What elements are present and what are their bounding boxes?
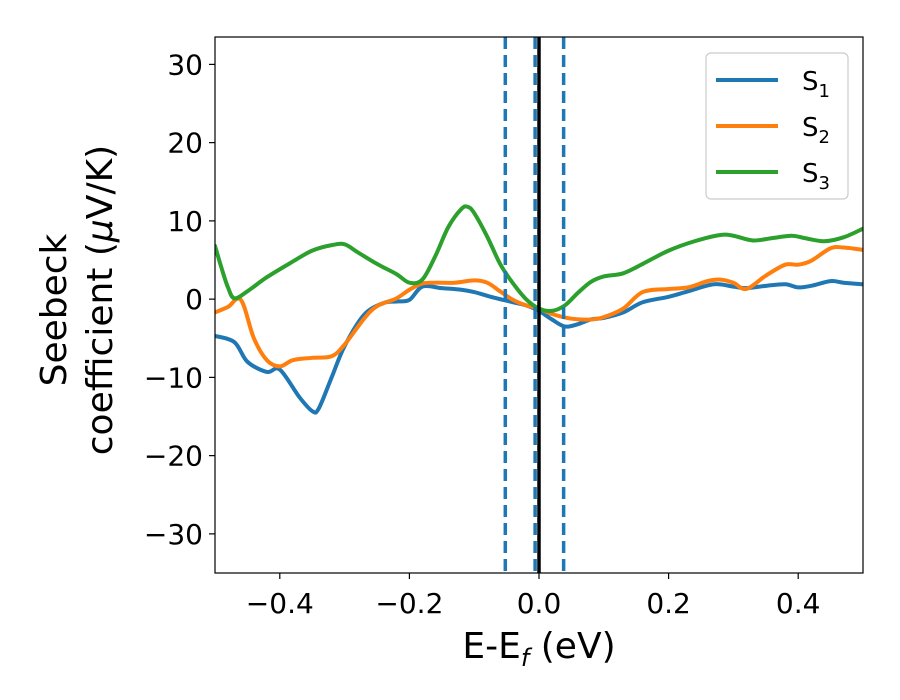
legend-label-s2: S2 <box>802 113 830 148</box>
x-tick-label: −0.2 <box>375 587 443 620</box>
x-tick-label: 0.4 <box>776 587 821 620</box>
y-tick-label: 20 <box>167 127 203 160</box>
x-axis-ticks: −0.4 −0.2 0.0 0.2 0.4 <box>246 573 821 620</box>
x-tick-label: 0.0 <box>517 587 562 620</box>
series-line-s2 <box>215 244 863 369</box>
vertical-lines-overlay <box>503 37 566 573</box>
series-line-s3 <box>215 204 863 313</box>
x-tick-label: −0.4 <box>246 587 314 620</box>
y-tick-label: 0 <box>185 283 203 316</box>
y-axis-label-line1: Seebeck <box>34 233 75 386</box>
y-tick-label: 10 <box>167 205 203 238</box>
y-axis-label-line2: coefficient (μV/K) <box>80 145 121 455</box>
legend-label-s1: S1 <box>802 67 830 102</box>
y-axis-ticks: 30 20 10 0 −10 −20 −30 <box>144 48 215 551</box>
y-tick-label: −10 <box>144 361 203 394</box>
x-axis-label: E-Ef (eV) <box>462 626 615 672</box>
x-tick-label: 0.2 <box>646 587 691 620</box>
y-tick-label: −20 <box>144 440 203 473</box>
legend-label-s3: S3 <box>802 159 830 194</box>
series-lines <box>215 204 863 415</box>
y-tick-label: −30 <box>144 518 203 551</box>
y-tick-label: 30 <box>167 48 203 81</box>
legend: S1 S2 S3 <box>705 52 849 200</box>
y-axis-label: Seebeck coefficient (μV/K) <box>34 145 121 455</box>
